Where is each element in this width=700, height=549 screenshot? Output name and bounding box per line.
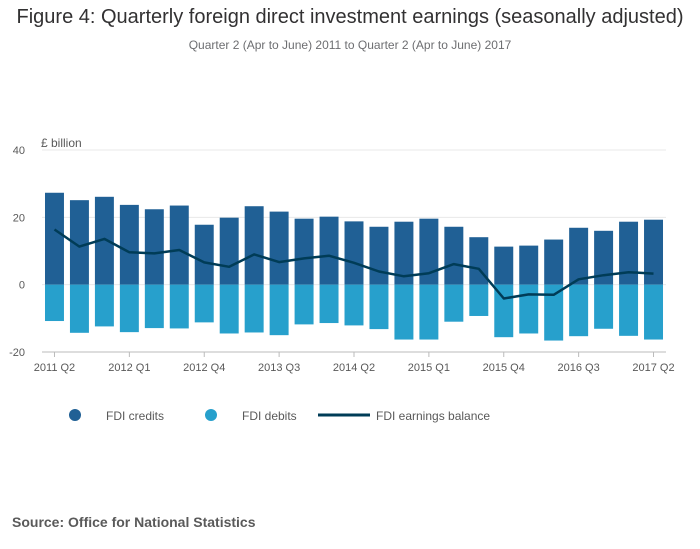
chart-subtitle: Quarter 2 (Apr to June) 2011 to Quarter …: [188, 38, 512, 52]
bar-credits[interactable]: [394, 221, 414, 285]
bar-debits[interactable]: [444, 284, 464, 322]
bar-debits[interactable]: [294, 284, 314, 325]
bar-debits[interactable]: [619, 284, 639, 336]
legend-label-credits: FDI credits: [106, 409, 164, 423]
bar-debits[interactable]: [244, 284, 264, 333]
balance-series-line[interactable]: [53, 228, 654, 300]
bar-credits[interactable]: [69, 200, 89, 285]
x-tick-label: 2012 Q4: [183, 362, 225, 374]
bar-credits[interactable]: [94, 196, 114, 285]
x-tick-label: 2012 Q1: [108, 362, 150, 374]
bar-debits[interactable]: [544, 284, 564, 341]
bar-debits[interactable]: [569, 284, 589, 337]
bar-credits[interactable]: [444, 226, 464, 285]
bar-debits[interactable]: [44, 284, 64, 322]
bar-credits[interactable]: [194, 224, 214, 285]
bar-credits[interactable]: [169, 205, 189, 285]
bar-credits[interactable]: [44, 192, 64, 285]
bar-credits[interactable]: [594, 230, 614, 285]
balance-line: [53, 228, 654, 300]
bar-debits[interactable]: [519, 284, 539, 334]
bar-credits[interactable]: [319, 216, 339, 285]
y-tick-label: -20: [9, 347, 25, 359]
bar-debits[interactable]: [419, 284, 439, 340]
x-tick-label: 2017 Q2: [632, 362, 674, 374]
bar-debits[interactable]: [69, 284, 89, 333]
bar-credits[interactable]: [119, 204, 139, 285]
bar-credits[interactable]: [644, 219, 664, 285]
bar-debits[interactable]: [369, 284, 389, 330]
legend: FDI credits FDI debits FDI earnings bala…: [69, 409, 490, 423]
bar-credits[interactable]: [144, 209, 164, 285]
y-axis-unit-label: £ billion: [41, 136, 82, 150]
bar-debits[interactable]: [169, 284, 189, 329]
legend-item-balance[interactable]: FDI earnings balance: [318, 409, 490, 423]
x-tick-label: 2013 Q3: [258, 362, 300, 374]
bar-credits[interactable]: [569, 227, 589, 285]
bar-debits[interactable]: [94, 284, 114, 327]
bar-credits[interactable]: [369, 226, 389, 285]
bar-credits[interactable]: [269, 211, 289, 285]
bar-credits[interactable]: [219, 217, 239, 285]
bar-debits[interactable]: [594, 284, 614, 329]
x-tick-label: 2015 Q1: [408, 362, 450, 374]
bar-debits[interactable]: [269, 284, 289, 336]
x-tick-label: 2014 Q2: [333, 362, 375, 374]
legend-item-debits[interactable]: FDI debits: [205, 409, 297, 423]
bar-credits[interactable]: [419, 218, 439, 285]
y-tick-label: 20: [13, 212, 25, 224]
bars: [44, 192, 664, 341]
y-tick-label: 0: [19, 280, 25, 292]
chart-title: Figure 4: Quarterly foreign direct inves…: [16, 6, 684, 28]
bar-credits[interactable]: [494, 246, 514, 285]
bar-debits[interactable]: [219, 284, 239, 334]
bar-credits[interactable]: [294, 218, 314, 285]
fdi-earnings-chart: £ billion -20 0 20 40 2011 Q2 2012 Q1 2012 Q4…: [9, 136, 675, 423]
legend-label-debits: FDI debits: [242, 409, 297, 423]
x-tick-label: 2015 Q4: [483, 362, 525, 374]
bar-credits[interactable]: [619, 221, 639, 285]
x-tick-labels: 2011 Q2 2012 Q1 2012 Q4 2013 Q3 2014 Q2 2015 …: [34, 352, 675, 374]
bar-debits[interactable]: [119, 284, 139, 333]
bar-debits[interactable]: [194, 284, 214, 323]
source-note: Source: Office for National Statistics: [12, 514, 256, 530]
legend-swatch-credits: [69, 409, 81, 421]
bar-debits[interactable]: [644, 284, 664, 340]
y-tick-labels: -20 0 20 40: [9, 145, 25, 359]
x-tick-label: 2016 Q3: [558, 362, 600, 374]
bar-debits[interactable]: [394, 284, 414, 340]
bar-credits[interactable]: [244, 206, 264, 285]
bar-credits[interactable]: [519, 245, 539, 285]
bar-credits[interactable]: [344, 221, 364, 285]
bar-debits[interactable]: [469, 284, 489, 316]
legend-swatch-debits: [205, 409, 217, 421]
bar-debits[interactable]: [319, 284, 339, 324]
bar-debits[interactable]: [494, 284, 514, 338]
bar-credits[interactable]: [544, 239, 564, 285]
bar-debits[interactable]: [144, 284, 164, 329]
legend-item-credits[interactable]: FDI credits: [69, 409, 164, 423]
y-tick-label: 40: [13, 145, 25, 157]
legend-label-balance: FDI earnings balance: [376, 409, 490, 423]
bar-debits[interactable]: [344, 284, 364, 326]
x-tick-label: 2011 Q2: [34, 362, 75, 374]
